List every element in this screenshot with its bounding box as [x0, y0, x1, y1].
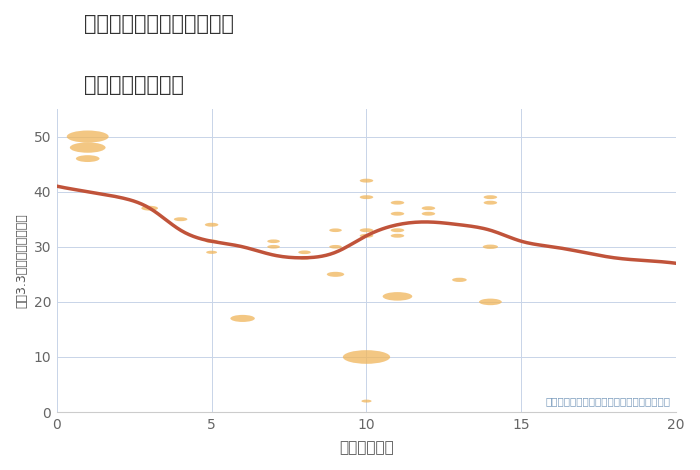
Ellipse shape [391, 212, 404, 216]
Ellipse shape [391, 234, 404, 238]
Ellipse shape [174, 217, 188, 221]
Ellipse shape [452, 278, 467, 282]
Ellipse shape [421, 212, 435, 216]
Ellipse shape [360, 195, 373, 199]
Text: 駅距離別土地価格: 駅距離別土地価格 [84, 75, 184, 95]
Ellipse shape [329, 245, 342, 249]
Ellipse shape [298, 256, 311, 259]
Ellipse shape [70, 142, 106, 153]
Ellipse shape [343, 350, 390, 364]
Ellipse shape [361, 400, 372, 403]
Ellipse shape [230, 315, 255, 322]
Ellipse shape [360, 228, 373, 232]
Ellipse shape [329, 228, 342, 232]
Ellipse shape [484, 195, 497, 199]
X-axis label: 駅距離（分）: 駅距離（分） [339, 440, 394, 455]
Ellipse shape [360, 179, 373, 183]
Ellipse shape [360, 234, 373, 238]
Ellipse shape [483, 244, 498, 249]
Ellipse shape [479, 298, 502, 305]
Ellipse shape [484, 201, 497, 204]
Text: 奈良県奈良市あやめ池南の: 奈良県奈良市あやめ池南の [84, 14, 234, 34]
Y-axis label: 坪（3.3㎡）単価（万円）: 坪（3.3㎡）単価（万円） [15, 213, 28, 308]
Ellipse shape [206, 251, 217, 254]
Ellipse shape [391, 228, 404, 232]
Ellipse shape [391, 201, 404, 204]
Ellipse shape [267, 245, 280, 249]
Ellipse shape [141, 206, 158, 211]
Ellipse shape [327, 272, 344, 277]
Ellipse shape [298, 251, 311, 254]
Ellipse shape [205, 223, 218, 227]
Ellipse shape [205, 239, 218, 243]
Ellipse shape [267, 239, 280, 243]
Ellipse shape [76, 155, 99, 162]
Text: 円の大きさは、取引のあった物件面積を示す: 円の大きさは、取引のあった物件面積を示す [545, 397, 670, 407]
Ellipse shape [66, 131, 108, 142]
Ellipse shape [383, 292, 412, 301]
Ellipse shape [421, 206, 435, 210]
